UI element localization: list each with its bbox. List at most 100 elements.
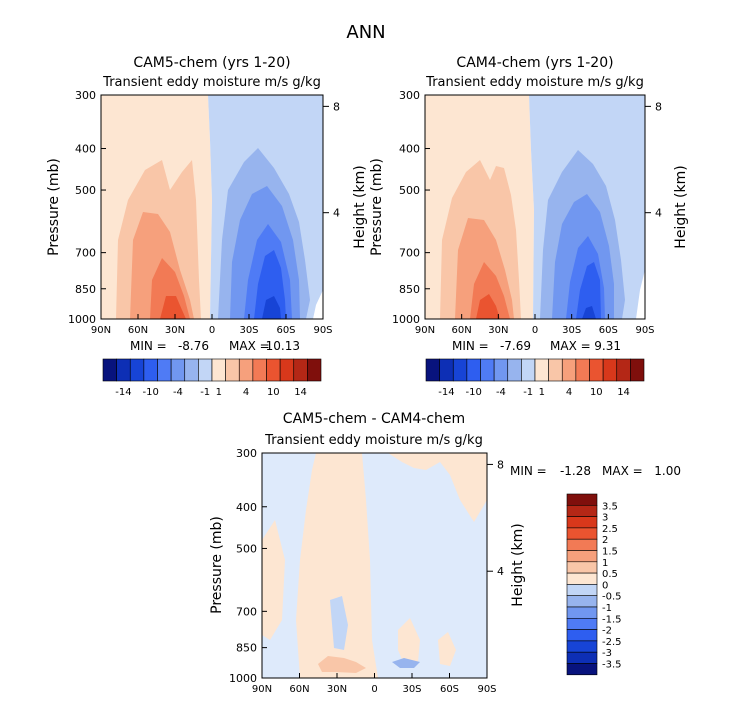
latitude-tick-label: 90N (252, 684, 272, 695)
latitude-tick-label: 90S (313, 325, 332, 336)
colorbar-swatch (566, 584, 598, 597)
pressure-tick-label: 300 (236, 447, 257, 460)
colorbar-swatch (211, 358, 226, 382)
min-value: -8.76 (178, 339, 209, 353)
pressure-tick-label: 700 (399, 247, 420, 260)
colorbar-swatch (307, 358, 322, 382)
colorbar-label: -1 (523, 387, 533, 398)
colorbar-label: 0 (602, 580, 608, 591)
panel-subtitle: Transient eddy moisture m/s g/kg (425, 75, 644, 90)
colorbar-label: 1 (216, 387, 222, 398)
height-axis-label: Height (km) (510, 523, 526, 606)
region-positive-5 (160, 296, 186, 319)
colorbar-label: -4 (173, 387, 183, 398)
colorbar-swatch (480, 358, 495, 382)
region-positive-5 (438, 632, 456, 666)
pressure-tick-label: 1000 (229, 672, 257, 685)
max-label: MAX = (550, 339, 591, 353)
pressure-tick-label: 500 (399, 184, 420, 197)
colorbar-label: 10 (590, 387, 603, 398)
max-label: MAX = (229, 339, 270, 353)
colorbar-label: -14 (115, 387, 131, 398)
colorbar-swatch (184, 358, 199, 382)
colorbar-label: -3.5 (602, 660, 622, 671)
region-negative-6 (262, 296, 281, 319)
colorbar-swatch (566, 629, 598, 642)
colorbar-label: 14 (294, 387, 307, 398)
height-tick-label: 8 (655, 100, 662, 113)
height-axis-ticks: 84 (487, 458, 504, 578)
latitude-tick-label: 0 (532, 325, 538, 336)
latitude-tick-label: 0 (209, 325, 215, 336)
region-positive-1 (296, 453, 378, 678)
pressure-axis-ticks: 300 400 500 700 850 1000 (68, 89, 106, 326)
colorbar-label: -1.5 (602, 614, 622, 625)
colorbar-swatch (157, 358, 172, 382)
colorbar-label: 1 (539, 387, 545, 398)
colorbar-label: -2 (602, 626, 612, 637)
colorbar-swatch (566, 663, 598, 676)
region-negative-1 (330, 596, 348, 650)
colorbar-label: 0.5 (602, 569, 618, 580)
region-positive-4 (398, 618, 420, 664)
colorbar-swatch (279, 358, 295, 382)
panel-title: CAM5-chem - CAM4-chem (283, 411, 465, 427)
panel-title: CAM4-chem (yrs 1-20) (456, 55, 613, 71)
colorbar-swatch (616, 358, 631, 382)
figure-title: ANN (346, 22, 385, 43)
colorbar-label: -1 (602, 603, 612, 614)
latitude-tick-label: 90S (477, 684, 496, 695)
pressure-tick-label: 400 (236, 501, 257, 514)
colorbar-label: -4 (496, 387, 506, 398)
height-axis-ticks: 84 (645, 100, 662, 220)
colorbar-label: 4 (566, 387, 572, 398)
min-label: MIN = (130, 339, 167, 353)
colorbar-label: 10 (267, 387, 280, 398)
panel-title: CAM5-chem (yrs 1-20) (133, 55, 290, 71)
colorbar-swatch (521, 358, 536, 382)
latitude-tick-label: 30S (562, 325, 581, 336)
colorbar-swatch (238, 358, 254, 382)
colorbar-label: -0.5 (602, 592, 622, 603)
pressure-axis-ticks: 300 400 500 700 850 1000 (392, 89, 430, 326)
latitude-tick-label: 0 (371, 684, 377, 695)
colorbar-swatch (252, 358, 267, 382)
colorbar-label: 3 (602, 513, 608, 524)
colorbar-swatch (198, 358, 213, 382)
colorbar-swatch (266, 358, 281, 382)
colorbar-swatch (566, 493, 598, 506)
colorbar-swatch (170, 358, 186, 382)
pressure-tick-label: 400 (75, 143, 96, 156)
max-value: 1.00 (654, 464, 681, 478)
region-positive-4 (150, 258, 190, 319)
colorbar-swatch (493, 358, 509, 382)
colorbar-swatch (548, 358, 563, 382)
latitude-tick-label: 30N (165, 325, 185, 336)
pressure-axis-label: Pressure (mb) (209, 516, 225, 614)
latitude-tick-label: 90N (415, 325, 435, 336)
panel-cam4: CAM4-chem (yrs 1-20) Transient eddy mois… (369, 55, 689, 398)
latitude-tick-label: 60S (276, 325, 295, 336)
panel-subtitle: Transient eddy moisture m/s g/kg (264, 433, 483, 448)
colorbar-swatch (630, 358, 645, 382)
colorbar-label: -1 (200, 387, 210, 398)
latitude-tick-label: 60N (289, 684, 309, 695)
pressure-tick-label: 850 (236, 642, 257, 655)
colorbar-label: -2.5 (602, 637, 622, 648)
colorbar-swatch (566, 561, 598, 574)
colorbar-swatch (507, 358, 522, 382)
colorbar-swatch (566, 651, 598, 664)
pressure-tick-label: 700 (236, 605, 257, 618)
contour-field (425, 95, 645, 319)
min-value: -1.28 (560, 464, 591, 478)
max-value: 9.31 (594, 339, 621, 353)
colorbar-label: 1 (602, 558, 608, 569)
colorbar-label: 1.5 (602, 547, 618, 558)
latitude-axis-ticks: 90N 60N 30N 0 30S 60S 90S (91, 314, 333, 336)
region-positive-2 (388, 453, 487, 522)
colorbar-swatch (534, 358, 549, 382)
latitude-tick-label: 30N (488, 325, 508, 336)
colorbar-swatch (566, 527, 598, 540)
latitude-tick-label: 60N (452, 325, 472, 336)
region-positive-6 (318, 656, 366, 673)
